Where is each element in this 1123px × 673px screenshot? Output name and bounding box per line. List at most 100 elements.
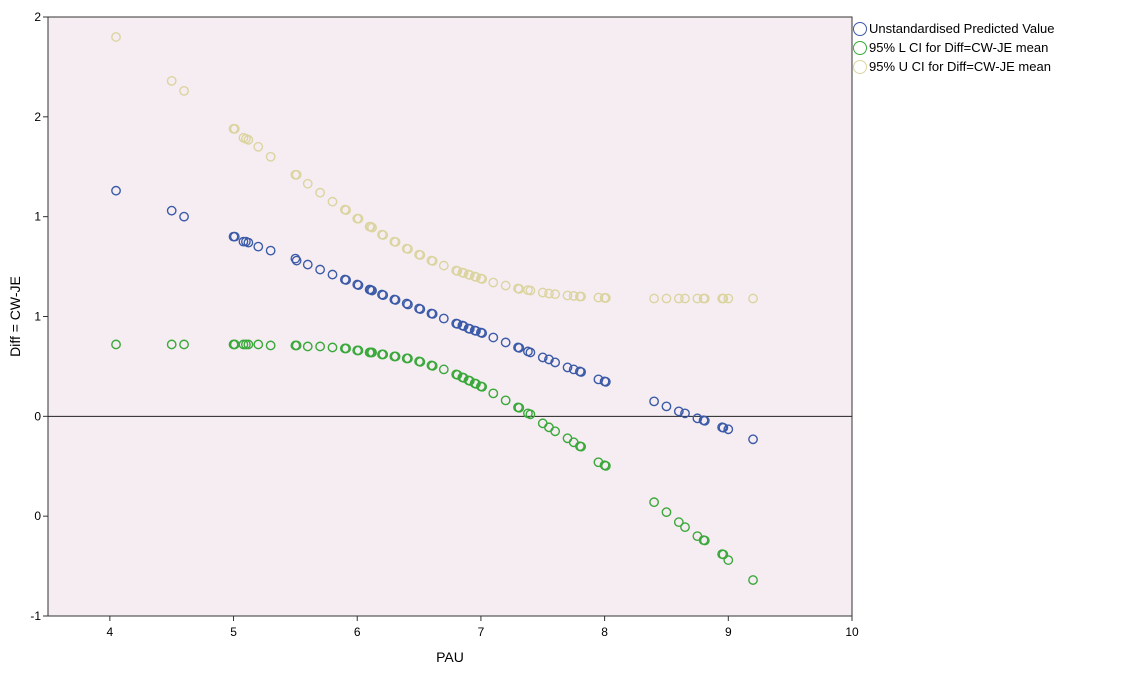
point-upper-ci	[661, 293, 672, 304]
point-upper-ci	[302, 178, 313, 189]
point-predicted	[265, 245, 276, 256]
point-lower-ci	[464, 375, 475, 386]
point-predicted	[477, 328, 488, 338]
point-predicted	[699, 415, 710, 426]
point-lower-ci	[477, 381, 488, 392]
plot-area	[47, 16, 853, 617]
point-lower-ci	[403, 353, 413, 364]
point-predicted	[401, 298, 412, 309]
point-lower-ci	[649, 497, 659, 508]
point-upper-ci	[229, 123, 240, 134]
x-tick-label: 9	[725, 625, 732, 639]
point-upper-ci	[427, 256, 438, 266]
point-lower-ci	[452, 369, 463, 380]
point-lower-ci	[718, 549, 729, 560]
point-lower-ci	[550, 426, 561, 437]
point-predicted	[562, 362, 573, 373]
point-predicted	[341, 275, 351, 285]
point-predicted	[438, 313, 449, 324]
point-predicted	[723, 424, 734, 435]
legend-label-lower-ci: 95% L CI for Diff=CW-JE mean	[869, 40, 1049, 55]
point-upper-ci	[166, 75, 177, 86]
point-upper-ci	[353, 213, 364, 224]
point-upper-ci	[403, 244, 413, 254]
y-axis-label: Diff = CW-JE	[7, 276, 23, 357]
point-predicted	[748, 434, 758, 445]
legend: Unstandardised Predicted Value 95% L CI …	[853, 19, 1055, 76]
point-predicted	[464, 323, 475, 334]
legend-label-upper-ci: 95% U CI for Diff=CW-JE mean	[869, 59, 1051, 74]
point-upper-ci	[723, 293, 734, 304]
legend-marker-predicted	[853, 21, 867, 36]
point-lower-ci	[253, 339, 264, 350]
point-lower-ci	[378, 349, 389, 360]
y-tick-label: 2	[34, 10, 41, 24]
y-tick-label: 1	[34, 310, 41, 324]
point-upper-ci	[253, 141, 264, 152]
point-upper-ci	[315, 187, 326, 198]
point-upper-ci	[600, 293, 611, 303]
point-predicted	[537, 352, 548, 363]
point-predicted	[353, 280, 364, 291]
point-upper-ci	[243, 134, 254, 145]
x-tick-label: 6	[354, 625, 361, 639]
point-lower-ci	[111, 339, 121, 350]
point-upper-ci	[452, 266, 463, 276]
point-upper-ci	[365, 221, 376, 232]
point-lower-ci	[471, 378, 481, 389]
x-tick-label: 5	[230, 625, 237, 639]
point-upper-ci	[378, 230, 389, 240]
point-lower-ci	[415, 356, 426, 367]
point-upper-ci	[458, 268, 469, 278]
point-upper-ci	[550, 289, 561, 300]
point-predicted	[718, 422, 729, 433]
point-predicted	[600, 376, 611, 387]
point-upper-ci	[680, 293, 690, 304]
data-points	[111, 32, 758, 585]
point-upper-ci	[525, 285, 536, 296]
point-predicted	[488, 332, 499, 343]
point-predicted	[649, 396, 659, 407]
point-lower-ci	[748, 575, 758, 585]
point-predicted	[427, 309, 438, 319]
y-tick-label: 2	[34, 110, 41, 124]
point-lower-ci	[179, 339, 189, 350]
point-lower-ci	[514, 402, 525, 413]
legend-item-lower-ci: 95% L CI for Diff=CW-JE mean	[853, 38, 1055, 57]
point-upper-ci	[593, 292, 604, 303]
point-lower-ci	[458, 372, 469, 383]
legend-marker-upper-ci	[853, 59, 867, 74]
point-lower-ci	[166, 339, 177, 350]
point-upper-ci	[111, 32, 121, 42]
point-lower-ci	[265, 340, 276, 351]
point-predicted	[229, 231, 240, 242]
point-upper-ci	[673, 293, 684, 304]
point-lower-ci	[427, 360, 438, 371]
point-upper-ci	[477, 274, 488, 284]
point-lower-ci	[341, 343, 351, 354]
axes: 4 5 6 7 8 9 10 -1 0 0 1 1 2 2	[30, 10, 859, 639]
point-predicted	[680, 408, 690, 419]
point-predicted	[452, 318, 463, 329]
point-predicted	[291, 255, 302, 266]
y-tick-label: -1	[30, 609, 41, 623]
point-upper-ci	[649, 293, 659, 304]
point-upper-ci	[415, 250, 426, 260]
point-predicted	[544, 354, 554, 365]
y-tick-label: 0	[34, 509, 41, 523]
point-predicted	[415, 304, 426, 315]
point-upper-ci	[500, 280, 511, 291]
point-upper-ci	[471, 272, 481, 282]
point-predicted	[166, 205, 177, 216]
point-lower-ci	[525, 409, 536, 420]
legend-label-predicted: Unstandardised Predicted Value	[869, 21, 1055, 36]
y-tick-label: 0	[34, 409, 41, 423]
point-upper-ci	[390, 237, 401, 247]
point-predicted	[390, 295, 401, 305]
point-predicted	[500, 337, 511, 348]
point-predicted	[367, 285, 377, 296]
point-lower-ci	[302, 341, 313, 352]
x-tick-label: 4	[107, 625, 114, 639]
point-lower-ci	[500, 395, 511, 406]
